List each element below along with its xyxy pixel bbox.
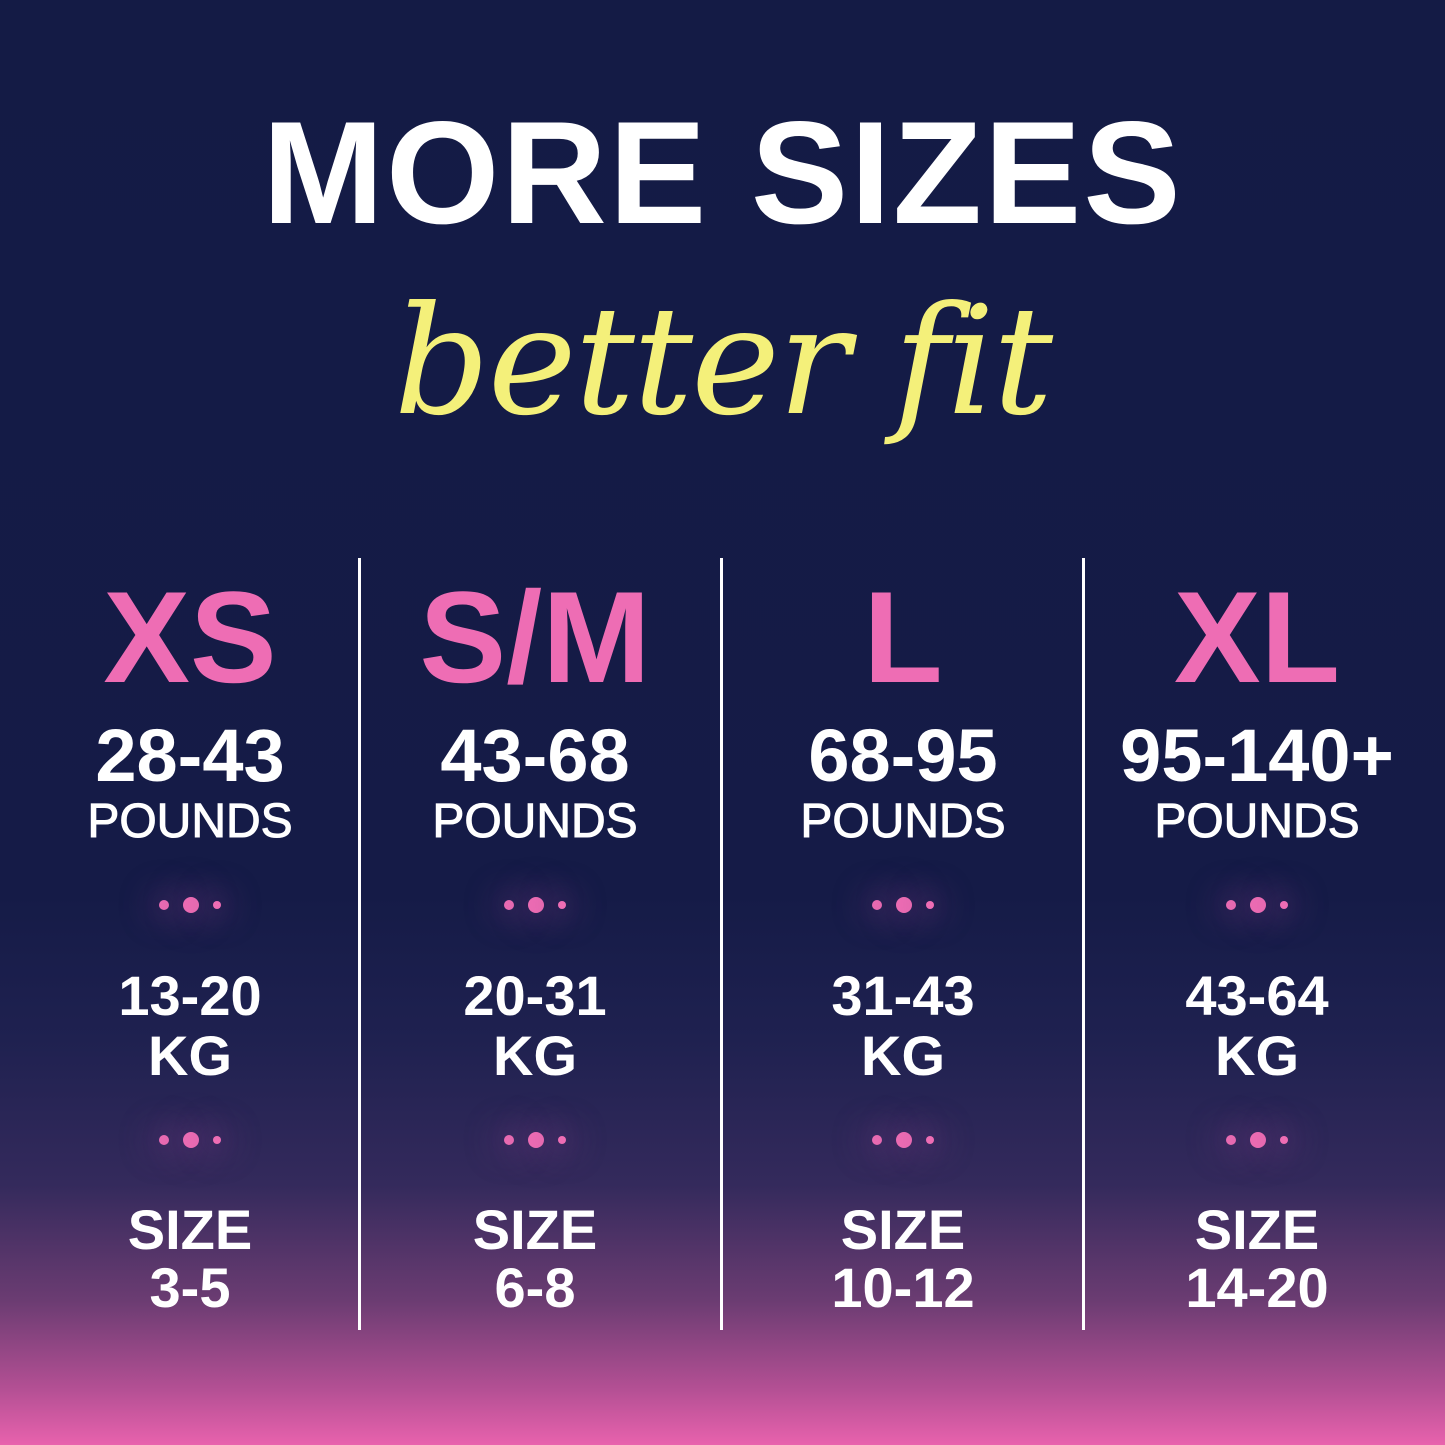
dot-icon (528, 897, 544, 913)
clothing-size-label: SIZE (127, 1198, 253, 1261)
dot-icon (159, 1135, 169, 1145)
pounds-unit: POUNDS (1154, 795, 1360, 848)
dot-icon (1280, 901, 1288, 909)
kg-unit: KG (493, 1024, 577, 1087)
dot-icon (213, 1136, 221, 1144)
clothing-size-range: 3-5 (149, 1256, 231, 1319)
dots-separator (10, 1130, 370, 1150)
dot-icon (896, 1132, 912, 1148)
clothing-size-range: 10-12 (831, 1256, 975, 1319)
dots-separator (723, 1130, 1083, 1150)
dots-separator (1077, 895, 1437, 915)
dot-icon (896, 897, 912, 913)
dots-separator (723, 895, 1083, 915)
column-divider (358, 558, 361, 1330)
kg-range: 43-64 (1185, 964, 1329, 1027)
kg-unit: KG (1215, 1024, 1299, 1087)
dot-icon (926, 1136, 934, 1144)
dot-icon (1250, 1132, 1266, 1148)
dot-icon (1250, 897, 1266, 913)
size-label: XS (103, 564, 277, 710)
dot-icon (872, 900, 882, 910)
pounds-range: 28-43 (95, 714, 285, 797)
headline: MORE SIZES (262, 91, 1183, 254)
dot-icon (1226, 1135, 1236, 1145)
pounds-unit: POUNDS (800, 795, 1006, 848)
script-subtitle: better fit (393, 275, 1053, 449)
dot-icon (183, 1132, 199, 1148)
size-label: L (863, 564, 943, 710)
size-label: S/M (419, 564, 651, 710)
clothing-size-label: SIZE (1194, 1198, 1320, 1261)
dot-icon (1280, 1136, 1288, 1144)
dot-icon (159, 900, 169, 910)
pounds-range: 43-68 (440, 714, 630, 797)
size-label: XL (1173, 564, 1341, 710)
column-divider (720, 558, 723, 1330)
pounds-unit: POUNDS (87, 795, 293, 848)
dot-icon (872, 1135, 882, 1145)
dot-icon (183, 897, 199, 913)
dot-icon (558, 1136, 566, 1144)
column-divider (1082, 558, 1085, 1330)
clothing-size-label: SIZE (472, 1198, 598, 1261)
clothing-size-label: SIZE (840, 1198, 966, 1261)
dot-icon (504, 900, 514, 910)
dot-icon (213, 901, 221, 909)
dot-icon (504, 1135, 514, 1145)
pounds-range: 68-95 (808, 714, 998, 797)
dots-separator (1077, 1130, 1437, 1150)
pounds-range: 95-140+ (1120, 714, 1394, 797)
dot-icon (558, 901, 566, 909)
kg-range: 13-20 (118, 964, 262, 1027)
pounds-unit: POUNDS (432, 795, 638, 848)
kg-range: 31-43 (831, 964, 975, 1027)
dots-separator (10, 895, 370, 915)
clothing-size-range: 6-8 (494, 1256, 576, 1319)
kg-unit: KG (148, 1024, 232, 1087)
clothing-size-range: 14-20 (1185, 1256, 1329, 1319)
dot-icon (1226, 900, 1236, 910)
dots-separator (355, 895, 715, 915)
dots-separator (355, 1130, 715, 1150)
dot-icon (528, 1132, 544, 1148)
dot-icon (926, 901, 934, 909)
kg-unit: KG (861, 1024, 945, 1087)
kg-range: 20-31 (463, 964, 607, 1027)
